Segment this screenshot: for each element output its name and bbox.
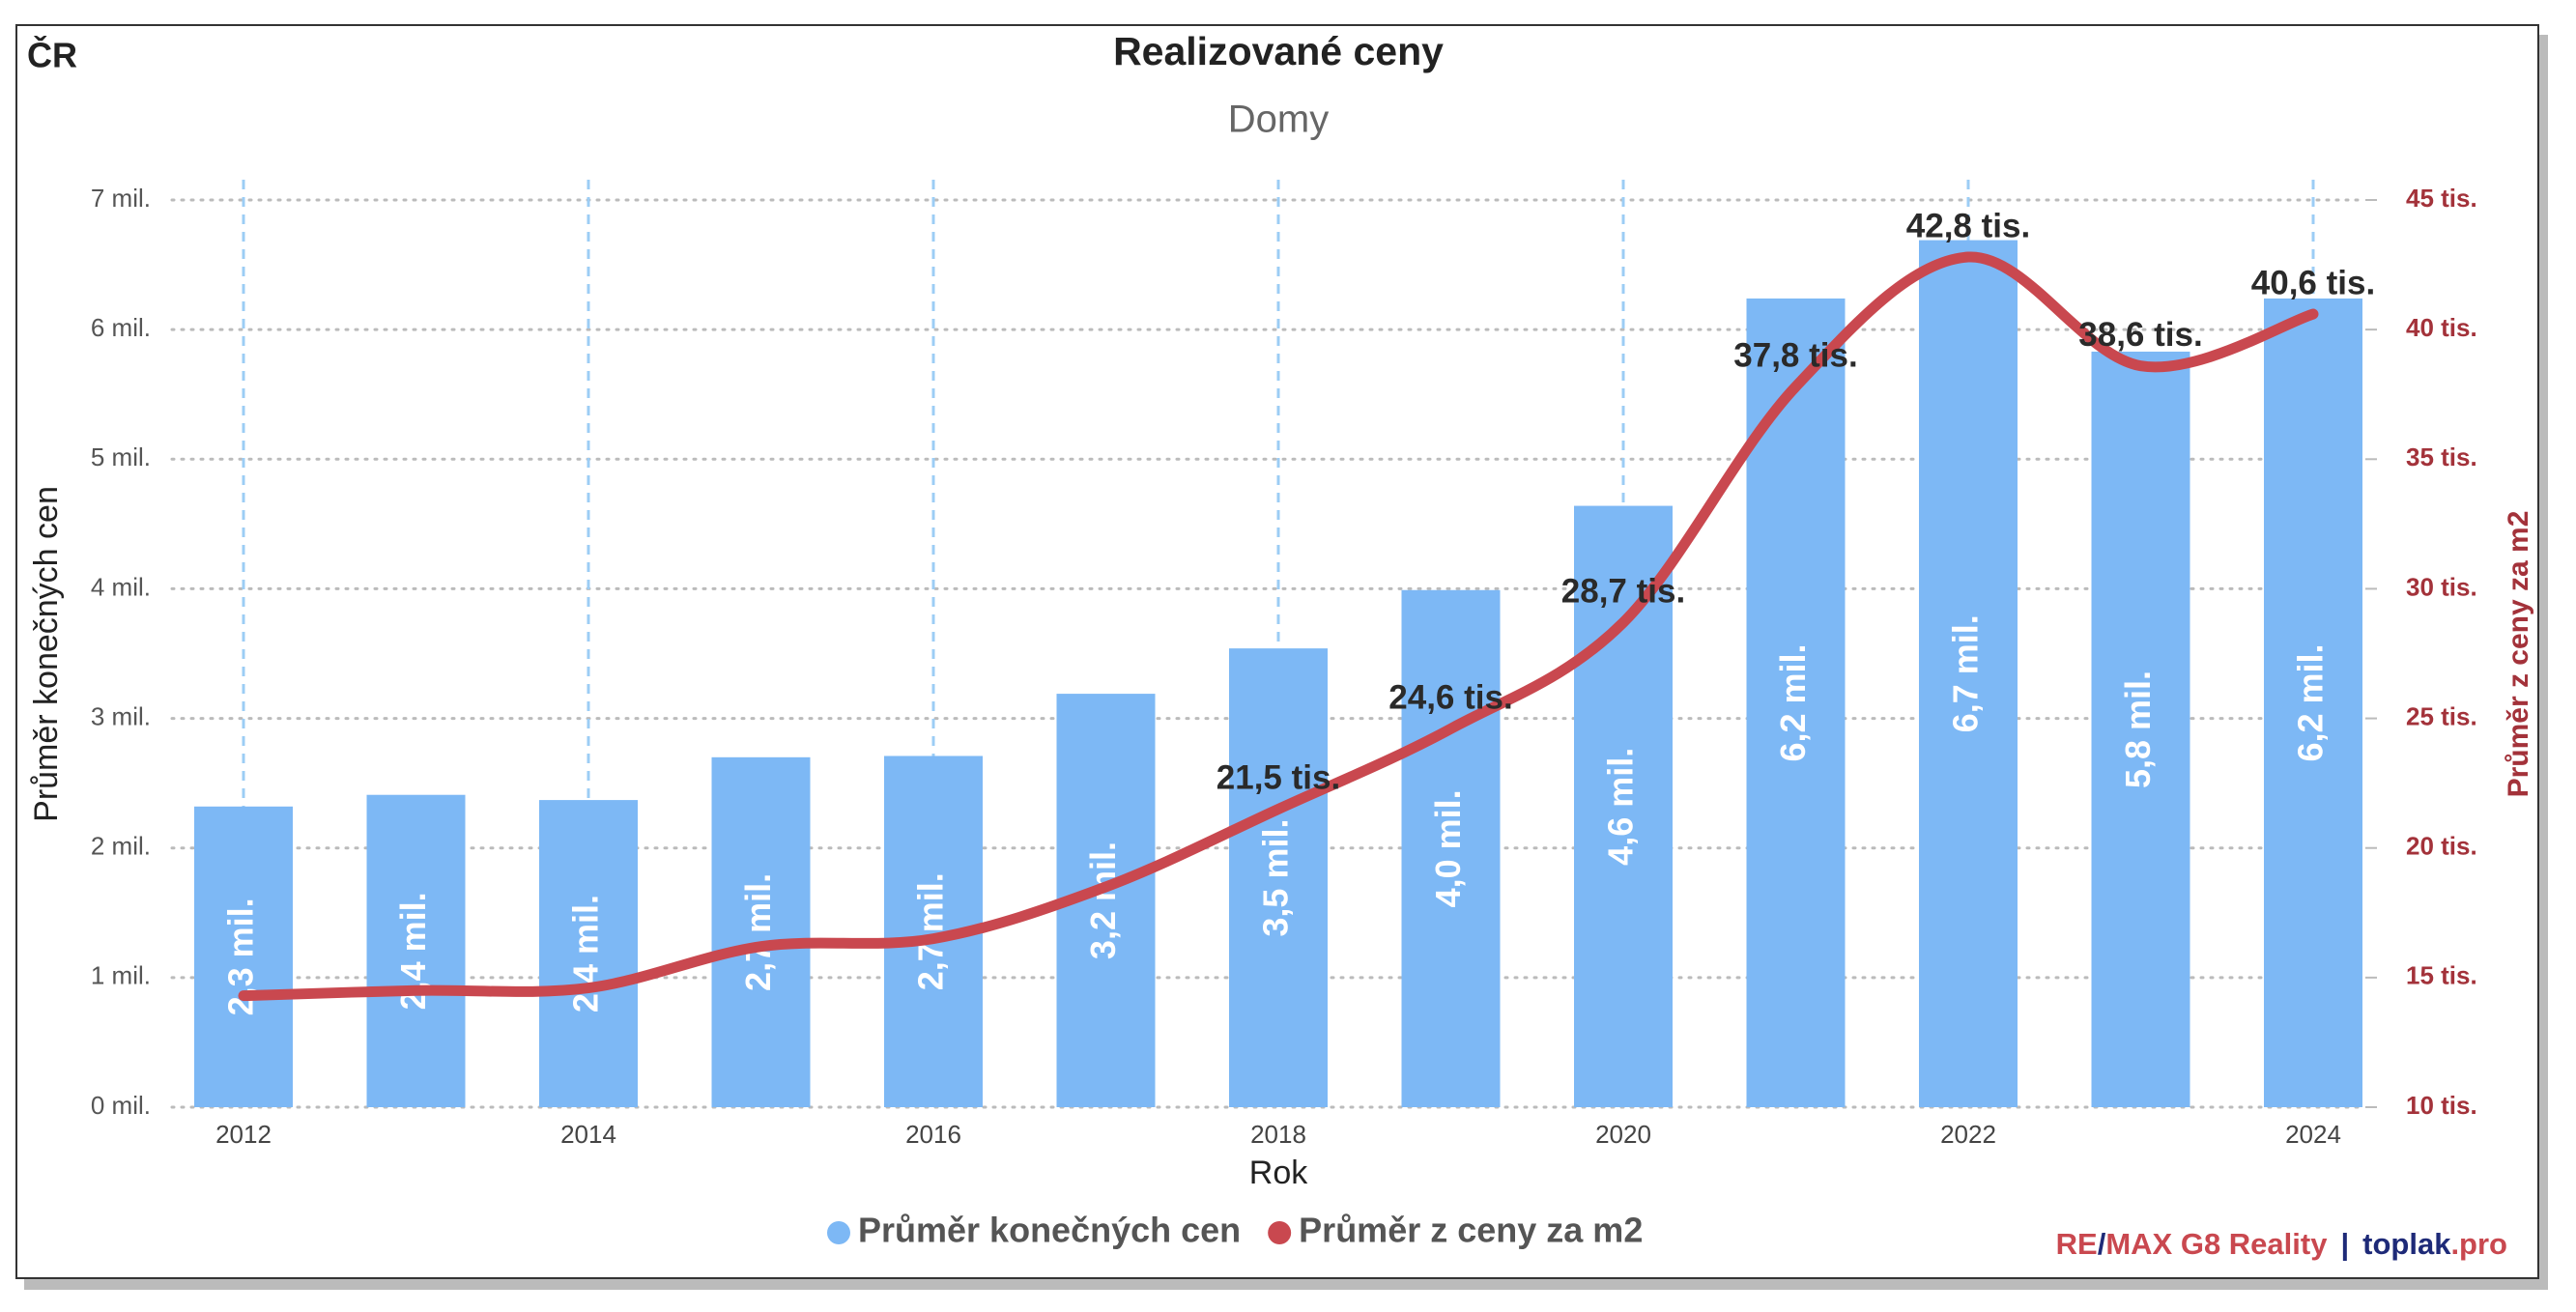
chart-title: Realizované ceny [1113,29,1444,73]
x-tick-label: 2022 [1940,1120,1996,1149]
y-tick-label: 2 mil. [91,832,151,861]
brand-part: MAX G8 Reality [2105,1227,2328,1261]
line-value-label: 42,8 tis. [1906,207,2030,244]
y2-tick-label: 20 tis. [2406,832,2477,861]
x-tick-label: 2020 [1595,1120,1651,1149]
brand-part: | [2340,1227,2349,1261]
bar [2091,351,2190,1107]
line-value-label: 28,7 tis. [1561,573,1685,611]
bar [1919,240,2018,1107]
y-tick-label: 0 mil. [91,1091,151,1120]
x-tick-label: 2018 [1250,1120,1306,1149]
bar-value-label: 4,0 mil. [1428,789,1468,907]
line-value-label: 37,8 tis. [1733,336,1857,374]
y-tick-label: 3 mil. [91,701,151,730]
bar-value-label: 3,2 mil. [1083,841,1123,959]
bar-value-label: 5,8 mil. [2118,670,2158,788]
bar [711,756,811,1107]
chart-subtitle: Domy [1228,99,1329,141]
bar-value-label: 6,7 mil. [1946,614,1986,732]
bar-value-label: 4,6 mil. [1601,748,1641,866]
branding: RE/MAX G8 Reality | toplak.pro [2056,1227,2507,1261]
brand-part: toplak [2362,1227,2451,1261]
bar [2264,298,2362,1107]
x-tick-label: 2014 [560,1120,616,1149]
line-value-label: 38,6 tis. [2078,316,2202,354]
line-value-label: 40,6 tis. [2251,264,2375,301]
y-tick-label: 5 mil. [91,442,151,471]
bar [539,800,638,1107]
y-tick-label: 6 mil. [91,313,151,342]
legend-label: Průměr z ceny za m2 [1299,1211,1643,1250]
brand-part: RE [2056,1227,2098,1261]
line [238,251,2319,1002]
y-axis-label: Průměr konečných cen [28,486,65,822]
legend-marker [827,1221,850,1244]
x-tick-label: 2024 [2285,1120,2341,1149]
x-axis-label: Rok [1249,1155,1308,1191]
y2-tick-label: 35 tis. [2406,442,2477,471]
bar [1574,505,1673,1107]
bar-value-label: 6,2 mil. [2291,643,2331,761]
brand-part: .pro [2450,1227,2507,1261]
brand-part: / [2098,1227,2106,1261]
legend-label: Průměr konečných cen [858,1211,1241,1250]
bar [1401,589,1501,1107]
y2-tick-label: 15 tis. [2406,961,2477,990]
y2-tick-label: 40 tis. [2406,313,2477,342]
bar [194,806,293,1107]
bar [1229,648,1328,1107]
line-value-label: 24,6 tis. [1388,679,1512,717]
bar-value-label: 3,5 mil. [1256,819,1296,937]
line-value-label: 21,5 tis. [1216,759,1340,797]
y2-axis-label: Průměr z ceny za m2 [2503,511,2534,798]
bar-value-label: 6,2 mil. [1773,643,1813,761]
y2-tick-label: 45 tis. [2406,184,2477,213]
legend-marker [1268,1221,1292,1244]
region: ČR [27,35,77,75]
x-tick-label: 2012 [215,1120,272,1149]
bar [366,794,466,1107]
y-tick-label: 4 mil. [91,572,151,601]
bar-value-label: 2,7 mil. [738,873,778,991]
y2-tick-label: 10 tis. [2406,1091,2477,1120]
y2-tick-label: 25 tis. [2406,701,2477,730]
y2-tick-label: 30 tis. [2406,572,2477,601]
y-tick-label: 7 mil. [91,184,151,213]
x-tick-label: 2016 [905,1120,961,1149]
y-tick-label: 1 mil. [91,961,151,990]
